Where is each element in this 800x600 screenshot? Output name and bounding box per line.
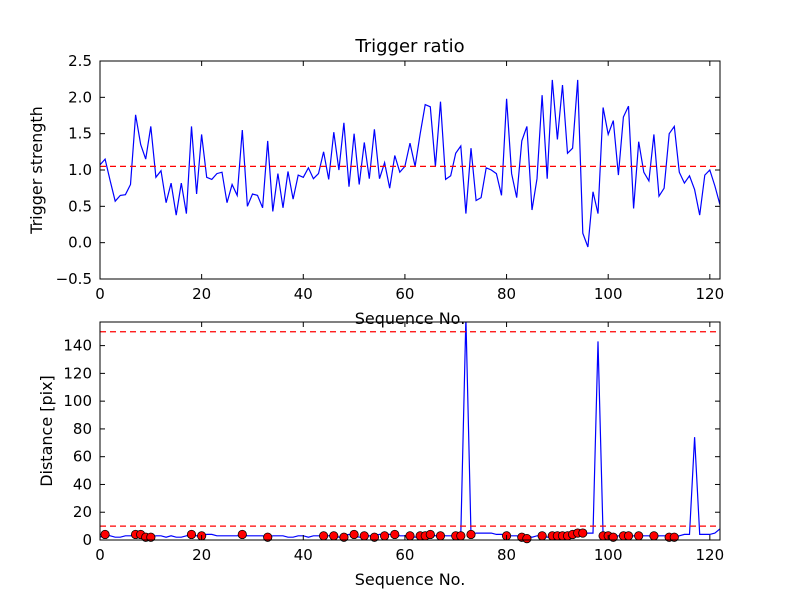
distance-marker-point (359, 531, 369, 541)
distance-marker-point (339, 532, 349, 542)
distance-y-tick-label: 140 (63, 337, 92, 355)
trigger-y-tick-label: 2.0 (68, 88, 92, 106)
trigger-x-tick-label: 20 (192, 285, 211, 303)
distance-x-tick-label: 40 (294, 546, 313, 564)
distance-marker-point (349, 529, 359, 540)
distance-x-tick-label: 0 (95, 546, 105, 564)
trigger-strength-series (100, 79, 720, 248)
distance-y-tick-label: 100 (63, 392, 92, 410)
distance-plot: 0 20 40 60 80 100 120 140 0 20 40 60 80 100 120 (63, 321, 724, 564)
distance-reference-lines (100, 331, 720, 527)
distance-x-tick-label: 100 (594, 546, 623, 564)
distance-marker-point (237, 529, 247, 540)
distance-marker-point (369, 532, 380, 542)
trigger-x-tick-label: 0 (95, 285, 105, 303)
distance-x-tick-label: 60 (395, 546, 414, 564)
trigger-x-tick-label: 40 (294, 285, 313, 303)
distance-marker-point (405, 531, 415, 541)
trigger-plot-frame (99, 60, 721, 280)
distance-marker-point (634, 531, 644, 541)
trigger-y-tick-label: 2.5 (68, 52, 92, 70)
distance-y-tick-label: 120 (63, 364, 92, 382)
trigger-x-axis: 0 20 40 60 80 100 120 (95, 61, 724, 303)
distance-marker-point (522, 534, 532, 544)
distance-marker-point (100, 529, 110, 540)
distance-marker-point (578, 528, 588, 538)
distance-marker-point (537, 531, 547, 541)
trigger-series-line-0 (100, 79, 720, 248)
distance-y-tick-label: 20 (73, 503, 92, 521)
distance-marker-point (456, 531, 466, 541)
distance-x-tick-label: 20 (192, 546, 211, 564)
distance-y-tick-label: 40 (73, 475, 92, 493)
distance-marker-point (329, 531, 339, 541)
distance-marker-point (379, 531, 390, 541)
distance-markers (100, 528, 679, 544)
distance-marker-point (425, 529, 435, 540)
y-axis-label-top: Trigger strength (27, 106, 46, 235)
distance-marker-point (319, 531, 329, 541)
distance-series-line-0 (100, 322, 720, 538)
trigger-y-tick-label: 1.5 (68, 125, 92, 143)
trigger-y-tick-label: 0.0 (68, 234, 92, 252)
distance-marker-point (435, 531, 446, 541)
distance-marker-point (186, 529, 197, 540)
trigger-x-tick-label: 100 (594, 285, 623, 303)
distance-marker-point (390, 529, 400, 540)
distance-y-tick-label: 80 (73, 420, 92, 438)
chart-title: Trigger ratio (354, 36, 464, 57)
trigger-x-tick-label: 80 (497, 285, 516, 303)
x-axis-label-top: Sequence No. (355, 309, 466, 328)
distance-marker-point (669, 532, 679, 542)
distance-plot-frame (99, 321, 721, 541)
distance-marker-point (649, 531, 659, 541)
trigger-y-tick-label: 0.5 (68, 197, 92, 215)
trigger-y-tick-label: 1.0 (68, 161, 92, 179)
trigger-x-tick-label: 120 (696, 285, 725, 303)
distance-marker-point (263, 532, 273, 542)
trigger-x-tick-label: 60 (395, 285, 414, 303)
trigger-ratio-plot: −0.5 0.0 0.5 1.0 1.5 2.0 2.5 0 20 40 60 80 100 120 (56, 52, 725, 303)
distance-x-tick-label: 120 (696, 546, 725, 564)
trigger-y-tick-label: −0.5 (56, 270, 92, 288)
distance-marker-point (608, 532, 618, 542)
distance-x-axis: 0 20 40 60 80 100 120 (95, 322, 724, 564)
y-axis-label-bottom: Distance [pix] (37, 375, 56, 487)
distance-y-tick-label: 60 (73, 448, 92, 466)
distance-series (100, 322, 720, 538)
distance-marker-point (146, 532, 156, 542)
x-axis-label-bottom: Sequence No. (355, 570, 466, 589)
distance-marker-point (623, 531, 634, 541)
distance-x-tick-label: 80 (497, 546, 516, 564)
distance-marker-point (466, 529, 476, 540)
distance-y-tick-label: 0 (82, 531, 92, 549)
distance-y-axis: 0 20 40 60 80 100 120 140 (63, 337, 720, 549)
